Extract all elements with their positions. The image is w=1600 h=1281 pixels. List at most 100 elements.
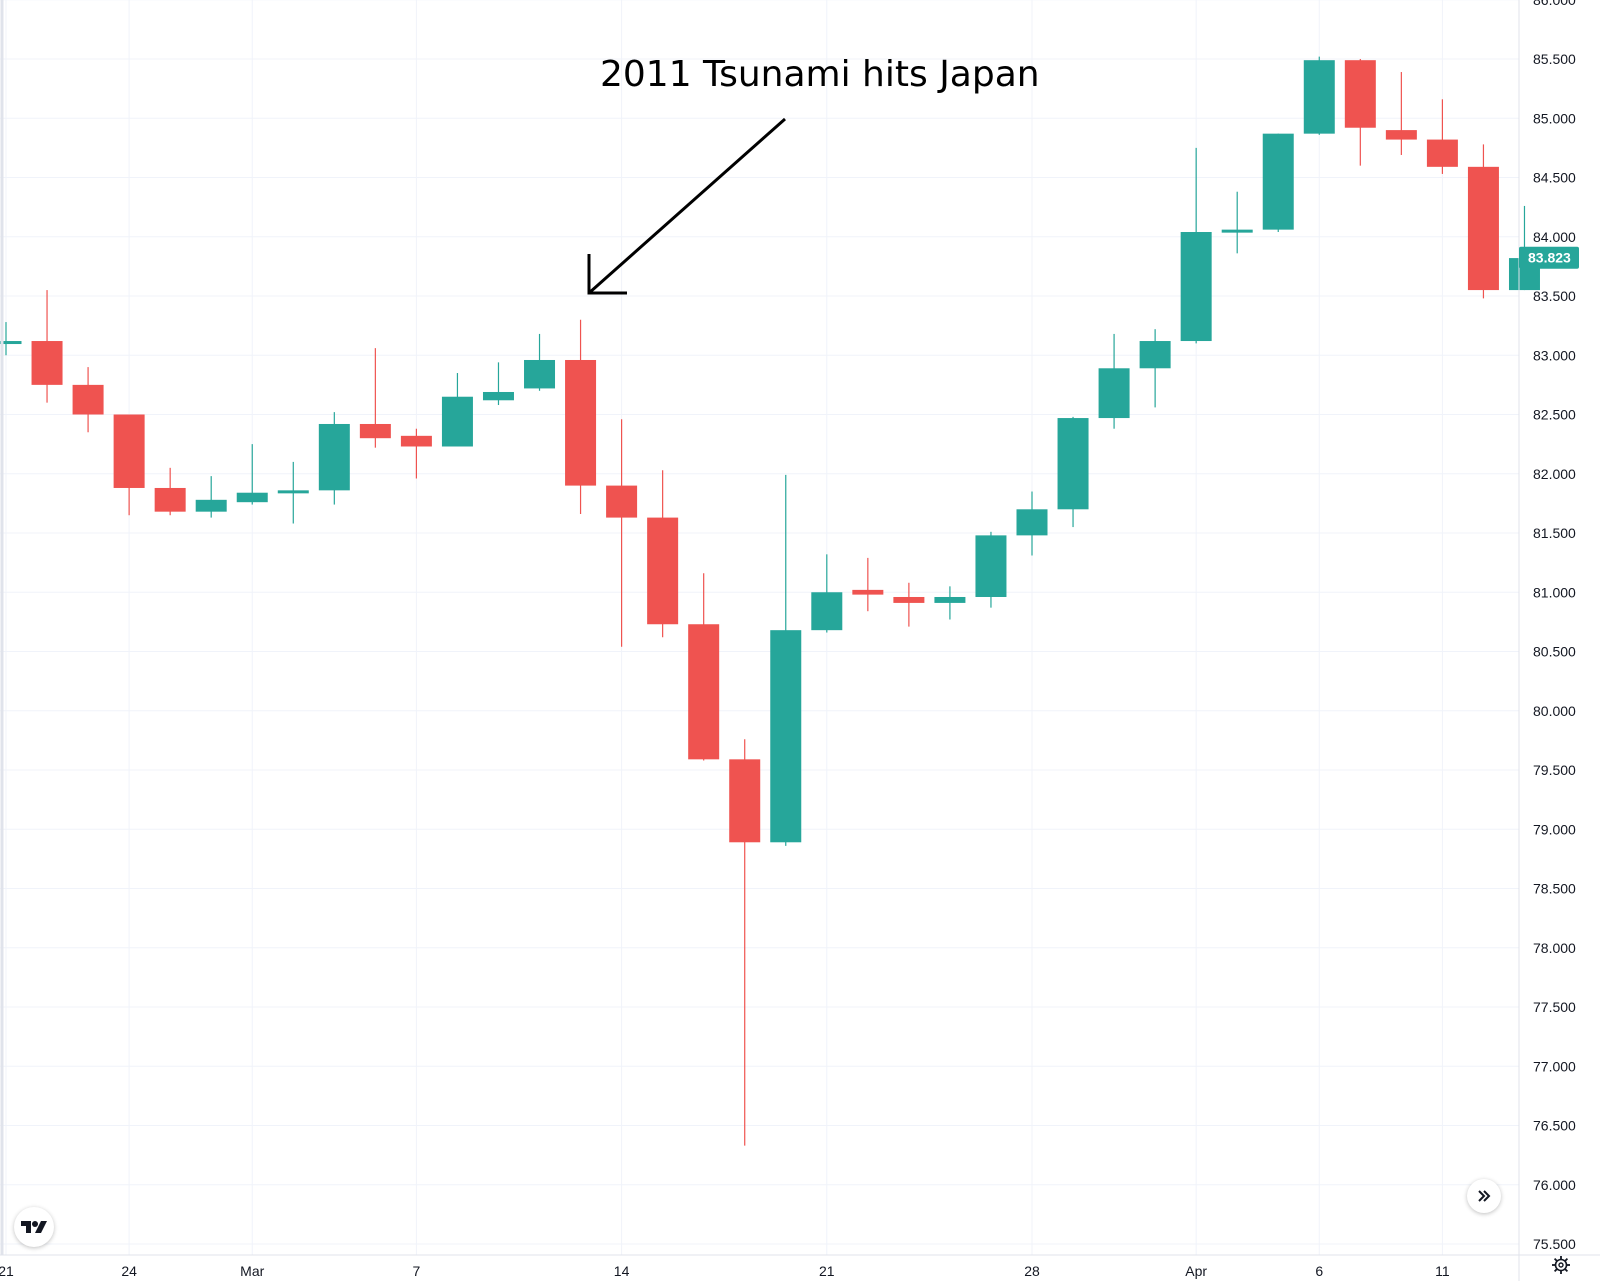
grid-layer bbox=[0, 0, 1519, 1255]
candle[interactable] bbox=[0, 322, 22, 356]
last-price-marker: 83.823 bbox=[1519, 246, 1579, 269]
candle[interactable] bbox=[1139, 329, 1171, 408]
candle[interactable] bbox=[1221, 191, 1253, 254]
candle[interactable] bbox=[688, 573, 720, 761]
candle-body bbox=[893, 596, 925, 603]
candle[interactable] bbox=[1057, 416, 1089, 528]
y-tick-label: 76.000 bbox=[1533, 1177, 1576, 1193]
candle[interactable] bbox=[811, 554, 843, 633]
y-tick-label: 84.000 bbox=[1533, 229, 1576, 245]
candle-body bbox=[1139, 341, 1171, 369]
y-tick-label: 81.000 bbox=[1533, 584, 1576, 600]
y-tick-label: 77.000 bbox=[1533, 1058, 1576, 1074]
x-tick-label: Apr bbox=[1185, 1263, 1207, 1279]
candle-body bbox=[975, 535, 1007, 597]
candle[interactable] bbox=[72, 367, 104, 433]
candle[interactable] bbox=[482, 362, 514, 406]
candle-body bbox=[72, 384, 104, 415]
candle-body bbox=[113, 414, 145, 488]
candle-body bbox=[647, 517, 679, 625]
candle[interactable] bbox=[1098, 333, 1130, 429]
candle-body bbox=[1385, 130, 1417, 140]
candle[interactable] bbox=[236, 444, 268, 505]
candle[interactable] bbox=[277, 461, 309, 524]
annotation-arrow-head bbox=[587, 254, 627, 295]
candle[interactable] bbox=[729, 739, 761, 1146]
candle[interactable] bbox=[893, 582, 925, 627]
annotation-arrow-shaft bbox=[588, 117, 786, 295]
y-tick-label: 81.500 bbox=[1533, 525, 1576, 541]
x-tick-label: 7 bbox=[413, 1263, 421, 1279]
x-tick-label: 24 bbox=[121, 1263, 137, 1279]
candle-body bbox=[1262, 133, 1294, 230]
candle[interactable] bbox=[195, 476, 227, 518]
y-tick-label: 80.500 bbox=[1533, 644, 1576, 660]
candle-body bbox=[1180, 232, 1212, 342]
candle[interactable] bbox=[770, 474, 802, 846]
candle-body bbox=[318, 423, 350, 491]
candle[interactable] bbox=[1262, 133, 1294, 233]
candle-body bbox=[1426, 139, 1458, 167]
y-tick-label: 86.000 bbox=[1533, 0, 1576, 8]
y-tick-label: 79.000 bbox=[1533, 821, 1576, 837]
candle[interactable] bbox=[606, 419, 638, 647]
candle[interactable] bbox=[1180, 147, 1212, 344]
candle-body bbox=[236, 492, 268, 503]
candle[interactable] bbox=[31, 290, 63, 403]
candle[interactable] bbox=[1467, 144, 1499, 299]
last-price-label: 83.823 bbox=[1528, 250, 1571, 266]
candle[interactable] bbox=[852, 557, 884, 612]
candle-body bbox=[277, 490, 309, 494]
candle[interactable] bbox=[647, 470, 679, 638]
candle-body bbox=[195, 499, 227, 512]
y-tick-label: 85.500 bbox=[1533, 51, 1576, 67]
candle-body bbox=[770, 630, 802, 843]
candle[interactable] bbox=[1344, 59, 1376, 166]
candle[interactable] bbox=[318, 412, 350, 505]
y-tick-label: 83.000 bbox=[1533, 347, 1576, 363]
tradingview-logo-icon bbox=[21, 1221, 47, 1233]
tradingview-logo[interactable] bbox=[14, 1207, 54, 1247]
candle[interactable] bbox=[359, 348, 391, 448]
candle[interactable] bbox=[565, 319, 597, 515]
candle-body bbox=[482, 391, 514, 401]
y-tick-label: 78.000 bbox=[1533, 940, 1576, 956]
y-tick-label: 83.500 bbox=[1533, 288, 1576, 304]
candle-body bbox=[524, 359, 556, 389]
candle-body bbox=[1016, 509, 1048, 536]
last-price-box bbox=[1519, 246, 1579, 269]
x-tick-label: 6 bbox=[1315, 1263, 1323, 1279]
candle[interactable] bbox=[400, 428, 432, 479]
candle[interactable] bbox=[975, 531, 1007, 608]
x-tick-label: Mar bbox=[240, 1263, 264, 1279]
candle-body bbox=[31, 341, 63, 385]
annotation: 2011 Tsunami hits Japan bbox=[587, 54, 1040, 295]
candle-body bbox=[688, 624, 720, 760]
candle[interactable] bbox=[1303, 56, 1335, 135]
x-tick-label: 21 bbox=[0, 1263, 14, 1279]
candle[interactable] bbox=[154, 467, 186, 516]
candle-body bbox=[400, 435, 432, 447]
y-tick-label: 76.500 bbox=[1533, 1118, 1576, 1134]
annotation-text: 2011 Tsunami hits Japan bbox=[600, 54, 1040, 95]
candle[interactable] bbox=[1426, 99, 1458, 174]
candle-body bbox=[729, 759, 761, 843]
candle[interactable] bbox=[441, 373, 473, 447]
chart-settings-button[interactable] bbox=[1549, 1253, 1573, 1277]
candle-body bbox=[934, 596, 966, 603]
candle[interactable] bbox=[524, 333, 556, 391]
candle[interactable] bbox=[113, 414, 145, 516]
candle-body bbox=[1344, 60, 1376, 128]
candle-body bbox=[811, 592, 843, 631]
candle-body bbox=[606, 485, 638, 518]
y-tick-label: 78.500 bbox=[1533, 881, 1576, 897]
candle-body bbox=[154, 487, 186, 512]
candle[interactable] bbox=[1385, 72, 1417, 155]
candle[interactable] bbox=[934, 586, 966, 620]
candle[interactable] bbox=[1016, 491, 1048, 556]
x-tick-label: 21 bbox=[819, 1263, 835, 1279]
candle-body bbox=[1467, 166, 1499, 291]
scroll-to-realtime-button[interactable] bbox=[1467, 1179, 1501, 1213]
